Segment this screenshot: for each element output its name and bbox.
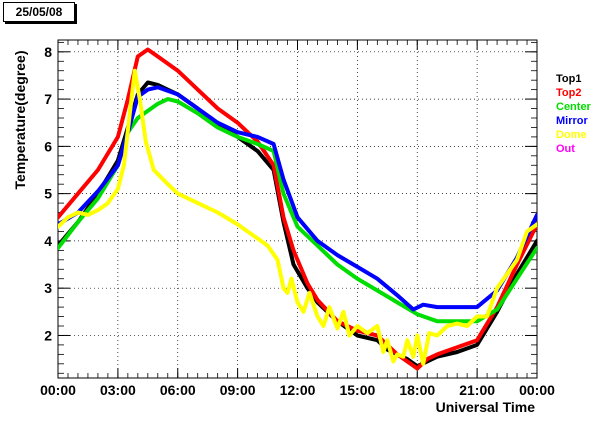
x-tick-label: 00:00 xyxy=(519,382,555,398)
x-tick-label: 03:00 xyxy=(100,382,136,398)
x-tick-label: 18:00 xyxy=(399,382,435,398)
legend: Top1 Top2 Center Mirror Dome Out xyxy=(556,73,592,155)
x-tick-label: 06:00 xyxy=(160,382,196,398)
y-axis-title: Temperature(degree) xyxy=(12,50,28,189)
series-line-mirror xyxy=(58,85,537,312)
legend-entry-dome: Dome xyxy=(556,129,587,141)
date-label: 25/05/08 xyxy=(3,2,75,22)
y-tick-label: 4 xyxy=(44,233,52,249)
legend-entry-mirror: Mirror xyxy=(556,115,589,127)
series-line-center xyxy=(58,97,537,324)
y-tick-label: 8 xyxy=(44,44,52,60)
y-tick-label: 3 xyxy=(44,280,52,296)
x-axis-title: Universal Time xyxy=(436,399,536,415)
legend-entry-top1: Top1 xyxy=(556,73,581,85)
series-line-top2 xyxy=(58,47,537,371)
x-tick-label: 21:00 xyxy=(459,382,495,398)
series-line-dome xyxy=(58,68,537,366)
y-tick-label: 7 xyxy=(44,91,52,107)
grid xyxy=(58,40,537,378)
x-tick-label: 09:00 xyxy=(220,382,256,398)
x-tick-label: 12:00 xyxy=(280,382,316,398)
y-tick-label: 5 xyxy=(44,186,52,202)
x-tick-label: 00:00 xyxy=(40,382,76,398)
series-lines xyxy=(58,47,537,371)
x-tick-labels: 00:00 03:00 06:00 09:00 12:00 15:00 18:00 21:00… xyxy=(40,382,555,398)
legend-entry-top2: Top2 xyxy=(556,87,581,99)
y-tick-label: 6 xyxy=(44,138,52,154)
y-tick-label: 2 xyxy=(44,327,52,343)
ticks xyxy=(57,40,538,378)
y-tick-labels: 2 3 4 5 6 7 8 xyxy=(44,44,52,344)
legend-entry-center: Center xyxy=(556,101,592,113)
legend-entry-out: Out xyxy=(556,143,575,155)
x-tick-label: 15:00 xyxy=(339,382,375,398)
